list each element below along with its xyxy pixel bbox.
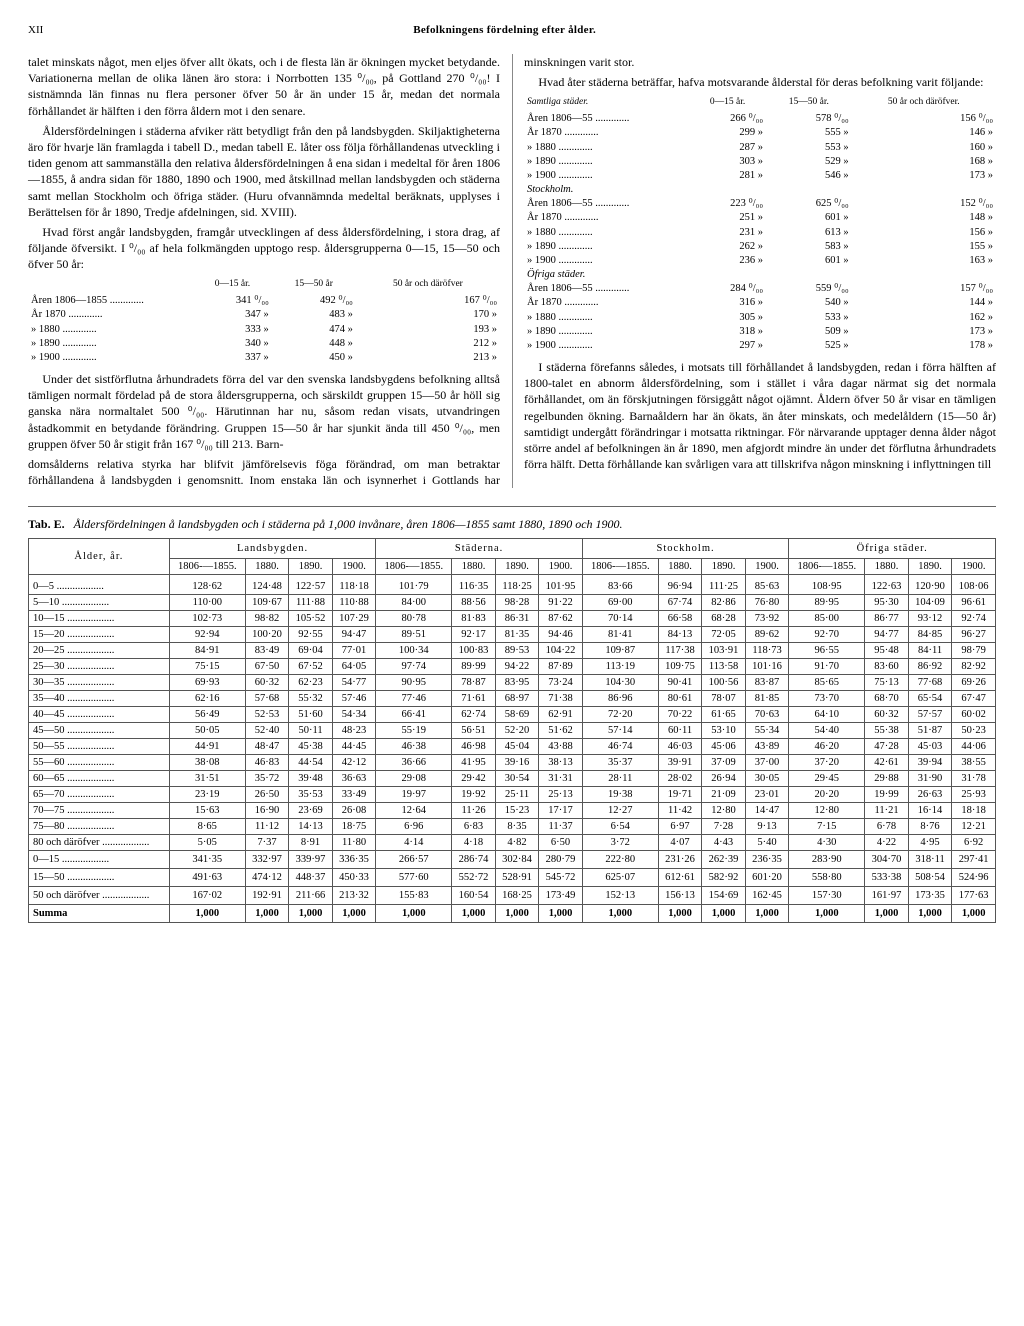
table-row: 65—70 ..................23·1926·5035·533… [29,787,996,803]
mini-table-stader: Samtliga städer. 0—15 år. 15—50 år. 50 å… [524,96,996,353]
col-header: 1806-—1855. [376,559,452,575]
table-row: 45—50 ..................50·0552·4050·114… [29,723,996,739]
col-header: 1900. [952,559,996,575]
col-header: 1890. [702,559,746,575]
table-row: 55—60 ..................38·0846·8344·544… [29,755,996,771]
col-header: 1880. [658,559,702,575]
table-row: 35—40 ..................62·1657·6855·325… [29,691,996,707]
col-header: 1806-—1855. [582,559,658,575]
para: talet minskats något, men eljes öfver al… [28,54,500,119]
page-title: Befolkningens fördelning efter ålder. [43,24,966,36]
col-header: 1880. [865,559,909,575]
para: Åldersfördelningen i städerna afviker rä… [28,123,500,220]
col-header: Städerna. [376,539,583,559]
col-header: Landsbygden. [169,539,376,559]
col-header: 1890. [289,559,333,575]
table-row: 80 och däröfver ..................5·057·… [29,835,996,851]
page-header: XII Befolkningens fördelning efter ålder… [28,24,996,36]
table-row: 70—75 ..................15·6316·9023·692… [29,803,996,819]
col-header: Stockholm. [582,539,789,559]
table-row: 0—15 ..................341·35332·97339·9… [29,851,996,869]
table-row: 30—35 ..................69·9360·3262·235… [29,675,996,691]
col-header: 1806-—1855. [789,559,865,575]
summa-row: Summa1,0001,0001,0001,0001,0001,0001,000… [29,905,996,923]
para: Hvad först angår landsbygden, framgår ut… [28,224,500,273]
table-e: Ålder, år. Landsbygden. Städerna. Stockh… [28,538,996,923]
table-row: 0—5 ..................128·62124·48122·57… [29,575,996,595]
table-row: 5—10 ..................110·00109·67111·8… [29,595,996,611]
col-header: 1890. [495,559,539,575]
para: I städerna förefanns således, i motsats … [524,359,996,472]
para: Hvad åter städerna beträffar, hafva mots… [524,74,996,90]
table-row: 50 och däröfver ..................167·02… [29,887,996,905]
table-row: 60—65 ..................31·5135·7239·483… [29,771,996,787]
table-row: 75—80 ..................8·6511·1214·1318… [29,819,996,835]
col-header: 1880. [245,559,289,575]
para: Under det sistförflutna århundradets för… [28,371,500,452]
col-header: 1900. [539,559,583,575]
table-row: 20—25 ..................84·9183·4969·047… [29,643,996,659]
table-caption: Tab. E. Åldersfördelningen å landsbygden… [28,517,996,532]
table-row: 40—45 ..................56·4952·5351·605… [29,707,996,723]
table-row: 15—20 ..................92·94100·2092·55… [29,627,996,643]
table-row: 10—15 ..................102·7398·82105·5… [29,611,996,627]
page-number: XII [28,24,43,36]
col-header: 1900. [332,559,376,575]
col-header: 1900. [745,559,789,575]
mini-table-landsbygden: 0—15 år. 15—50 år 50 år och däröfver Åre… [28,278,500,365]
col-header: 1890. [908,559,952,575]
col-header: 1806-—1855. [169,559,245,575]
table-row: 50—55 ..................44·9148·4745·384… [29,739,996,755]
separator [28,506,996,507]
table-row: 15—50 ..................491·63474·12448·… [29,869,996,887]
col-header: Öfriga städer. [789,539,996,559]
body-text: talet minskats något, men eljes öfver al… [28,54,996,488]
col-header: Ålder, år. [29,539,170,575]
table-row: 25—30 ..................75·1567·5067·526… [29,659,996,675]
col-header: 1880. [452,559,496,575]
